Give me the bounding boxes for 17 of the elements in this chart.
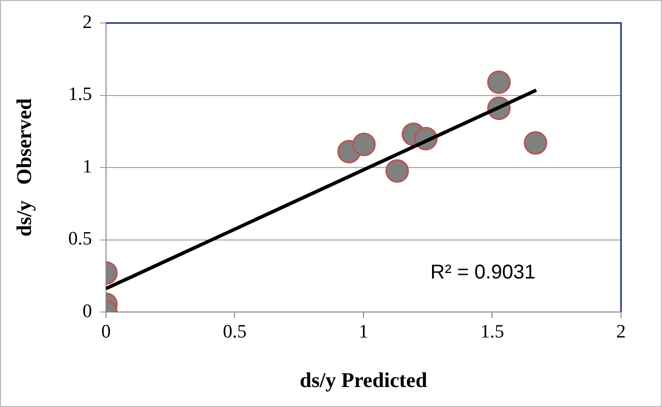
- annotation: R² = 0.9031: [430, 262, 536, 284]
- point: [487, 70, 511, 94]
- x-tick-label: 0.5: [222, 321, 247, 342]
- x-axis-title: ds/y Predicted: [300, 368, 428, 392]
- x-tick-label: 1.5: [480, 321, 504, 342]
- y-tick-label: 1.5: [68, 84, 92, 106]
- point: [385, 159, 409, 183]
- y-tick-label: 2: [82, 12, 92, 33]
- point: [524, 131, 548, 155]
- y-tick-label: 1: [82, 156, 92, 178]
- x-tick-label: 0: [101, 321, 111, 342]
- x-tick-label: 2: [616, 321, 626, 342]
- y-axis-title: ds/y Observed: [12, 98, 36, 237]
- y-tick-label: 0: [82, 300, 92, 322]
- x-tick-label: 1: [358, 321, 368, 342]
- point: [352, 132, 376, 156]
- y-tick-label: 0.5: [68, 228, 92, 250]
